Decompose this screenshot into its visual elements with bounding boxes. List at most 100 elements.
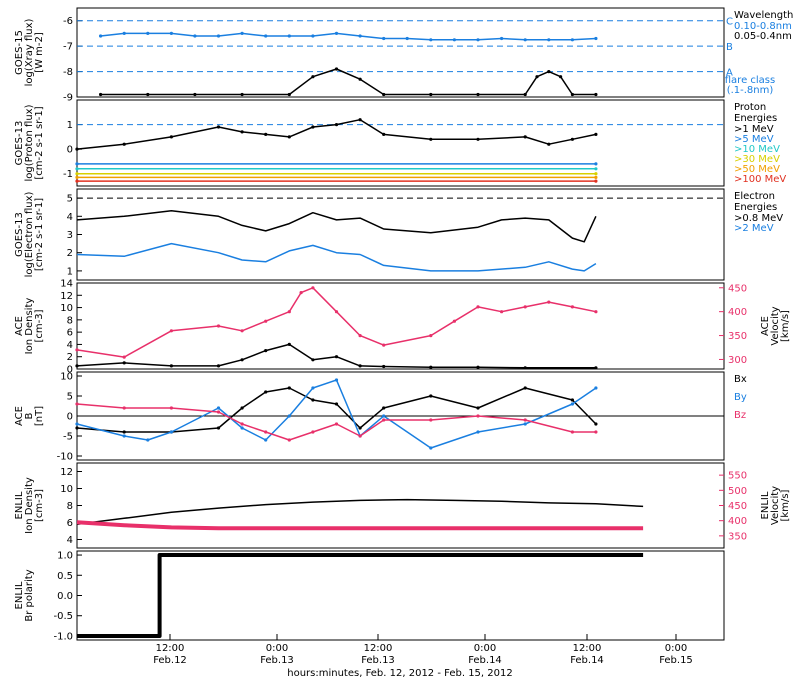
flare-class-label: C bbox=[726, 17, 733, 28]
data-point bbox=[570, 430, 575, 434]
data-point bbox=[547, 70, 551, 74]
data-point bbox=[570, 38, 575, 42]
y-axis-label: [W m-2] bbox=[34, 32, 45, 73]
data-point bbox=[311, 386, 315, 390]
y-tick-label: 4 bbox=[67, 535, 73, 546]
data-point bbox=[146, 31, 150, 35]
data-point bbox=[287, 92, 291, 97]
panel-xray: -9 -8 -7 -6 C B A GOES-15 log(Xray flux) [W m-2] W… bbox=[14, 7, 793, 104]
legend-entry: 0.10-0.8nm bbox=[734, 21, 792, 32]
y-tick-label: -7 bbox=[63, 42, 73, 53]
data-point bbox=[547, 300, 551, 304]
x-tick-time: 0:00 bbox=[266, 643, 288, 654]
x-tick-date: Feb.14 bbox=[468, 655, 502, 666]
legend-entry: >5 MeV bbox=[734, 134, 774, 145]
y-tick-label: -1 bbox=[63, 169, 73, 180]
data-point bbox=[429, 446, 433, 450]
x-axis-label: hours:minutes, Feb. 12, 2012 - Feb. 15, … bbox=[287, 668, 512, 679]
y2-tick-label: 400 bbox=[728, 516, 747, 527]
data-point bbox=[75, 348, 79, 352]
data-point bbox=[216, 324, 221, 328]
data-point bbox=[240, 130, 244, 134]
legend-note: (.1-.8nm) bbox=[727, 85, 774, 96]
y2-tick-label: 300 bbox=[728, 355, 747, 366]
y-tick-label: 14 bbox=[60, 279, 73, 290]
y2-tick-label: 500 bbox=[728, 486, 747, 497]
panel-proton: -1 0 1 GOES-13 log(Proton flux) [cm-2 s-1 sr-… bbox=[14, 99, 786, 187]
series-line bbox=[76, 287, 597, 358]
data-point bbox=[169, 329, 173, 333]
legend-title: Wavelength bbox=[734, 10, 793, 21]
series-line bbox=[76, 242, 597, 272]
data-point bbox=[535, 75, 539, 79]
y-axis-label: [cm-3] bbox=[34, 489, 45, 522]
data-point bbox=[429, 334, 433, 338]
series-line bbox=[76, 210, 597, 243]
data-point bbox=[240, 31, 244, 35]
data-point bbox=[382, 343, 386, 347]
y-axis-label: [cm-2 s-1 sr-1] bbox=[34, 106, 45, 179]
data-point bbox=[523, 422, 527, 426]
flare-class-label: B bbox=[726, 42, 733, 53]
y-axis-label: GOES-13 bbox=[14, 121, 25, 166]
data-point bbox=[476, 38, 480, 42]
data-point bbox=[429, 365, 433, 369]
y-axis-label: log(Proton flux) bbox=[24, 104, 35, 181]
y-axis-label: [cm-3] bbox=[34, 309, 45, 342]
series-line bbox=[76, 387, 597, 433]
data-point bbox=[429, 92, 433, 97]
data-point bbox=[264, 430, 268, 434]
data-point bbox=[452, 319, 456, 323]
data-point bbox=[216, 364, 221, 368]
x-tick-date: Feb.13 bbox=[260, 655, 294, 666]
data-point bbox=[287, 310, 291, 314]
data-point bbox=[547, 38, 551, 42]
legend-entry: >50 MeV bbox=[734, 164, 780, 175]
legend-entry: >0.8 MeV bbox=[734, 213, 783, 224]
series-line bbox=[76, 403, 596, 441]
legend-entry: >1 MeV bbox=[734, 124, 774, 135]
y-tick-label: 1 bbox=[67, 120, 73, 131]
data-point bbox=[358, 334, 362, 338]
data-point bbox=[405, 36, 409, 41]
data-point bbox=[75, 426, 79, 430]
data-point bbox=[594, 310, 598, 314]
data-point bbox=[311, 358, 315, 362]
y2-tick-label: 550 bbox=[728, 471, 747, 482]
data-point bbox=[122, 361, 126, 365]
y-tick-label: -10 bbox=[57, 452, 73, 463]
y2-tick-label: 450 bbox=[728, 501, 747, 512]
series-line bbox=[100, 68, 596, 96]
data-point bbox=[146, 438, 150, 442]
data-point bbox=[382, 414, 386, 418]
y2-axis-label: Velocity bbox=[770, 306, 781, 345]
data-point bbox=[264, 438, 268, 442]
data-point bbox=[382, 132, 386, 136]
y-tick-label: 0 bbox=[67, 365, 73, 376]
y-tick-label: -8 bbox=[63, 67, 73, 78]
data-point bbox=[358, 426, 362, 430]
y-tick-label: 8 bbox=[67, 315, 73, 326]
x-tick-time: 0:00 bbox=[474, 643, 496, 654]
data-point bbox=[75, 364, 79, 368]
data-point bbox=[216, 406, 221, 410]
data-point bbox=[570, 92, 575, 97]
data-point bbox=[429, 418, 433, 422]
data-point bbox=[559, 75, 563, 79]
panel-ace_mag: -10 -5 0 5 10 ACE B [nT] Bx By Bz bbox=[14, 371, 747, 463]
legend-entry: Bz bbox=[734, 410, 746, 421]
data-point bbox=[476, 305, 480, 309]
data-point bbox=[358, 364, 362, 368]
data-point bbox=[287, 438, 291, 442]
data-point bbox=[216, 125, 221, 129]
y-axis-label: ENLIL bbox=[14, 581, 25, 609]
data-point bbox=[358, 34, 362, 38]
data-point bbox=[334, 378, 339, 382]
series-line bbox=[76, 520, 644, 531]
x-tick-time: 12:00 bbox=[573, 643, 602, 654]
data-point bbox=[452, 38, 456, 42]
x-tick-date: Feb.12 bbox=[153, 655, 187, 666]
legend-entry: >10 MeV bbox=[734, 144, 780, 155]
